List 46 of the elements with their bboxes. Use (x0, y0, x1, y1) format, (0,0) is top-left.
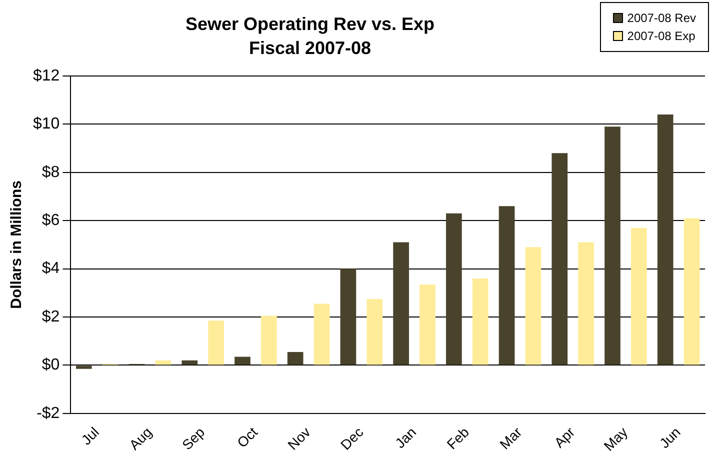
bar (525, 247, 542, 365)
x-tick-label: Dec (337, 424, 366, 453)
x-tick-label: Sep (178, 424, 208, 453)
bar (393, 242, 409, 365)
x-tick-label: Aug (126, 424, 155, 453)
x-tick-label: Jan (392, 424, 420, 452)
bar (684, 218, 700, 365)
bar (340, 268, 356, 365)
bar (578, 242, 594, 365)
x-tick-label: Apr (550, 424, 578, 451)
y-tick-label: $0 (42, 356, 60, 374)
y-tick-label: $4 (42, 260, 60, 278)
bar (498, 206, 515, 365)
y-tick-label: -$2 (36, 404, 60, 422)
bar (287, 352, 304, 365)
legend-label: 2007-08 Rev (626, 11, 696, 25)
bar (182, 360, 198, 365)
bar (234, 356, 250, 365)
y-tick-label: $10 (32, 116, 60, 133)
bar (657, 114, 674, 365)
bar (420, 284, 436, 365)
x-tick-label: Nov (284, 424, 314, 453)
bar (208, 320, 224, 365)
legend-label: 2007-08 Exp (626, 29, 696, 43)
bar (446, 213, 462, 365)
bar (155, 360, 172, 365)
chart-title: Sewer Operating Rev vs. Exp Fiscal 2007-08 (184, 13, 436, 60)
x-tick-label: Feb (444, 424, 472, 452)
bar (76, 366, 92, 369)
y-tick-label: $6 (42, 212, 60, 230)
x-tick-label: Mar (496, 424, 526, 452)
y-axis-title: Dollars in Millions (8, 180, 26, 309)
bar (314, 304, 330, 365)
x-tick-label: Jul (78, 424, 102, 448)
x-tick-label: Oct (234, 424, 261, 451)
bar (552, 153, 568, 365)
x-tick-label: May (600, 424, 631, 454)
bar (260, 316, 277, 365)
bar (472, 278, 488, 365)
y-tick-label: $2 (42, 308, 60, 326)
bar (366, 298, 383, 365)
y-tick-label: $12 (32, 67, 60, 84)
bar (631, 228, 647, 365)
y-tick-label: $8 (42, 164, 60, 181)
x-tick-label: Jun (656, 424, 684, 452)
bar (604, 126, 620, 365)
